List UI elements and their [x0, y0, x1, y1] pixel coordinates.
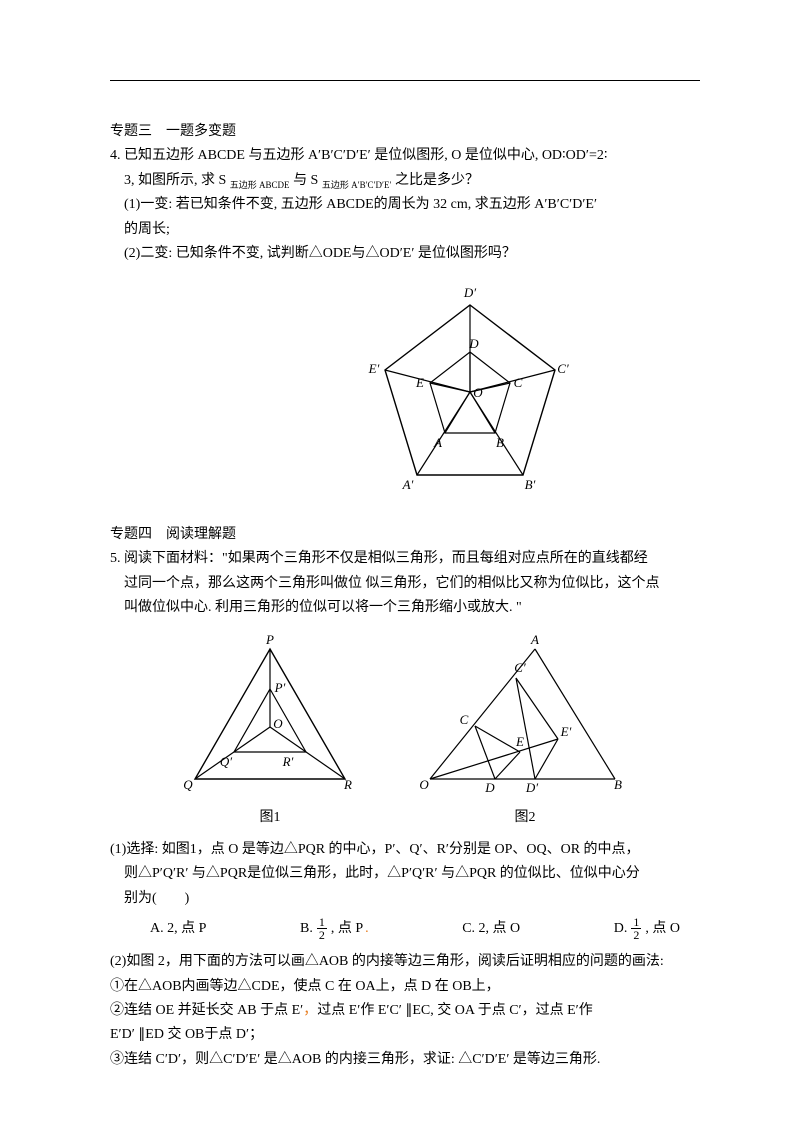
q5-intro2: 过同一个点，那么这两个三角形叫做位 似三角形，它们的相似比又称为位似比，这个点	[110, 573, 700, 595]
q5-1c: 别为( )	[110, 888, 700, 910]
fig1-wrap: P Q R P′ Q′ R′ O 图1	[180, 634, 360, 829]
q4-sub1b: 的周长;	[110, 219, 700, 241]
option-d: D. 12 , 点 O	[614, 916, 680, 941]
pentagon-figure: D′ C′ B′ A′ E′ D C B A E O	[110, 275, 700, 503]
fig2-caption: 图2	[420, 807, 630, 829]
q4-sub1: 五边形 ABCDE	[230, 180, 290, 190]
optD-a: D.	[614, 918, 628, 940]
fig1-svg: P Q R P′ Q′ R′ O	[180, 634, 360, 794]
q5-2c: ②连结 OE 并延长交 AB 于点 E′，过点 E′作 E′C′ ∥EC, 交 …	[110, 1000, 700, 1022]
q5-2d: E′D′ ∥ED 交 OB于点 D′；	[110, 1024, 700, 1046]
option-b: B. 12 , 点 P .	[300, 916, 369, 941]
q4-line1b: 3, 如图所示, 求 S 五边形 ABCDE 与 S 五边形 A′B′C′D′E…	[110, 170, 700, 192]
optB-den: 2	[317, 929, 327, 941]
q5-2c-a: ②连结 OE 并延长交 AB 于点 E′	[110, 1003, 303, 1018]
q5-2c-b: 过点 E′作 E′C′ ∥EC, 交 OA 于点 C′，过点 E′作	[317, 1003, 592, 1018]
svg-text:C: C	[514, 375, 523, 390]
options-row: A. 2, 点 P B. 12 , 点 P . C. 2, 点 O D. 12 …	[110, 916, 700, 941]
fig2-wrap: A O B C D E C′ D′ E′ 图2	[420, 634, 630, 829]
svg-text:O: O	[273, 716, 283, 731]
svg-text:A: A	[433, 435, 442, 450]
q4-sub2: 五边形 A′B′C′D′E′	[322, 180, 392, 190]
svg-text:D: D	[468, 336, 479, 351]
svg-text:C: C	[460, 712, 469, 727]
dot-orange: .	[365, 918, 369, 940]
dual-figures: P Q R P′ Q′ R′ O 图1 A O B C D E C′ D′ E′ 图2	[110, 634, 700, 829]
svg-text:E′: E′	[560, 724, 572, 739]
svg-text:P′: P′	[274, 680, 286, 695]
svg-text:O: O	[473, 385, 483, 400]
svg-text:E: E	[515, 734, 524, 749]
section4-title: 专题四 阅读理解题	[110, 524, 700, 546]
comma-orange: ，	[303, 1003, 317, 1018]
svg-text:D′: D′	[463, 285, 476, 300]
q4-sub2: (2)二变: 已知条件不变, 试判断△ODE与△OD′E′ 是位似图形吗？	[110, 243, 700, 265]
q5-1b: 则△P′Q′R′ 与△PQR是位似三角形，此时，△P′Q′R′ 与△PQR 的位…	[110, 863, 700, 885]
q4-l1c: 与 S	[290, 173, 322, 188]
optD-frac: 12	[631, 916, 641, 941]
q5-2a: (2)如图 2，用下面的方法可以画△AOB 的内接等边三角形，阅读后证明相应的问…	[110, 951, 700, 973]
svg-text:P: P	[265, 634, 274, 647]
optB-frac: 12	[317, 916, 327, 941]
optB-a: B.	[300, 918, 313, 940]
q4-sub1a: (1)一变: 若已知条件不变, 五边形 ABCDE的周长为 32 cm, 求五边…	[110, 194, 700, 216]
q5-1a: (1)选择: 如图1，点 O 是等边△PQR 的中心，P′、Q′、R′分别是 O…	[110, 839, 700, 861]
svg-text:B: B	[614, 777, 622, 792]
option-a: A. 2, 点 P	[150, 916, 206, 941]
svg-text:C′: C′	[514, 660, 526, 675]
fig2-svg: A O B C D E C′ D′ E′	[420, 634, 630, 794]
q4-line1a: 4. 已知五边形 ABCDE 与五边形 A′B′C′D′E′ 是位似图形, O …	[110, 145, 700, 167]
optD-b: , 点 O	[645, 918, 680, 940]
q5-intro3: 叫做位似中心. 利用三角形的位似可以将一个三角形缩小或放大. "	[110, 597, 700, 619]
svg-text:R′: R′	[282, 754, 294, 769]
svg-text:R: R	[343, 777, 352, 792]
svg-text:C′: C′	[557, 361, 569, 376]
svg-text:D′: D′	[525, 780, 538, 794]
svg-text:A: A	[530, 634, 539, 647]
q5-2b: ①在△AOB内画等边△CDE，使点 C 在 OA上，点 D 在 OB上，	[110, 976, 700, 998]
q5-2e: ③连结 C′D′，则△C′D′E′ 是△AOB 的内接三角形，求证: △C′D′…	[110, 1049, 700, 1071]
svg-text:B′: B′	[525, 477, 536, 492]
option-c: C. 2, 点 O	[462, 916, 520, 941]
pentagon-svg: D′ C′ B′ A′ E′ D C B A E O	[360, 275, 580, 495]
svg-text:B: B	[496, 435, 504, 450]
svg-text:D: D	[484, 780, 495, 794]
q4-l1d: 之比是多少？	[391, 173, 479, 188]
svg-text:E: E	[415, 375, 424, 390]
optD-den: 2	[631, 929, 641, 941]
svg-text:A′: A′	[402, 477, 414, 492]
q5-intro1: 5. 阅读下面材料："如果两个三角形不仅是相似三角形，而且每组对应点所在的直线都…	[110, 548, 700, 570]
fig1-caption: 图1	[180, 807, 360, 829]
svg-text:E′: E′	[368, 361, 380, 376]
svg-text:Q′: Q′	[220, 754, 232, 769]
svg-text:O: O	[420, 777, 429, 792]
svg-text:Q: Q	[183, 777, 193, 792]
q4-l1b: 3, 如图所示, 求 S	[124, 173, 230, 188]
section3-title: 专题三 一题多变题	[110, 121, 700, 143]
optB-b: , 点 P	[331, 918, 363, 940]
